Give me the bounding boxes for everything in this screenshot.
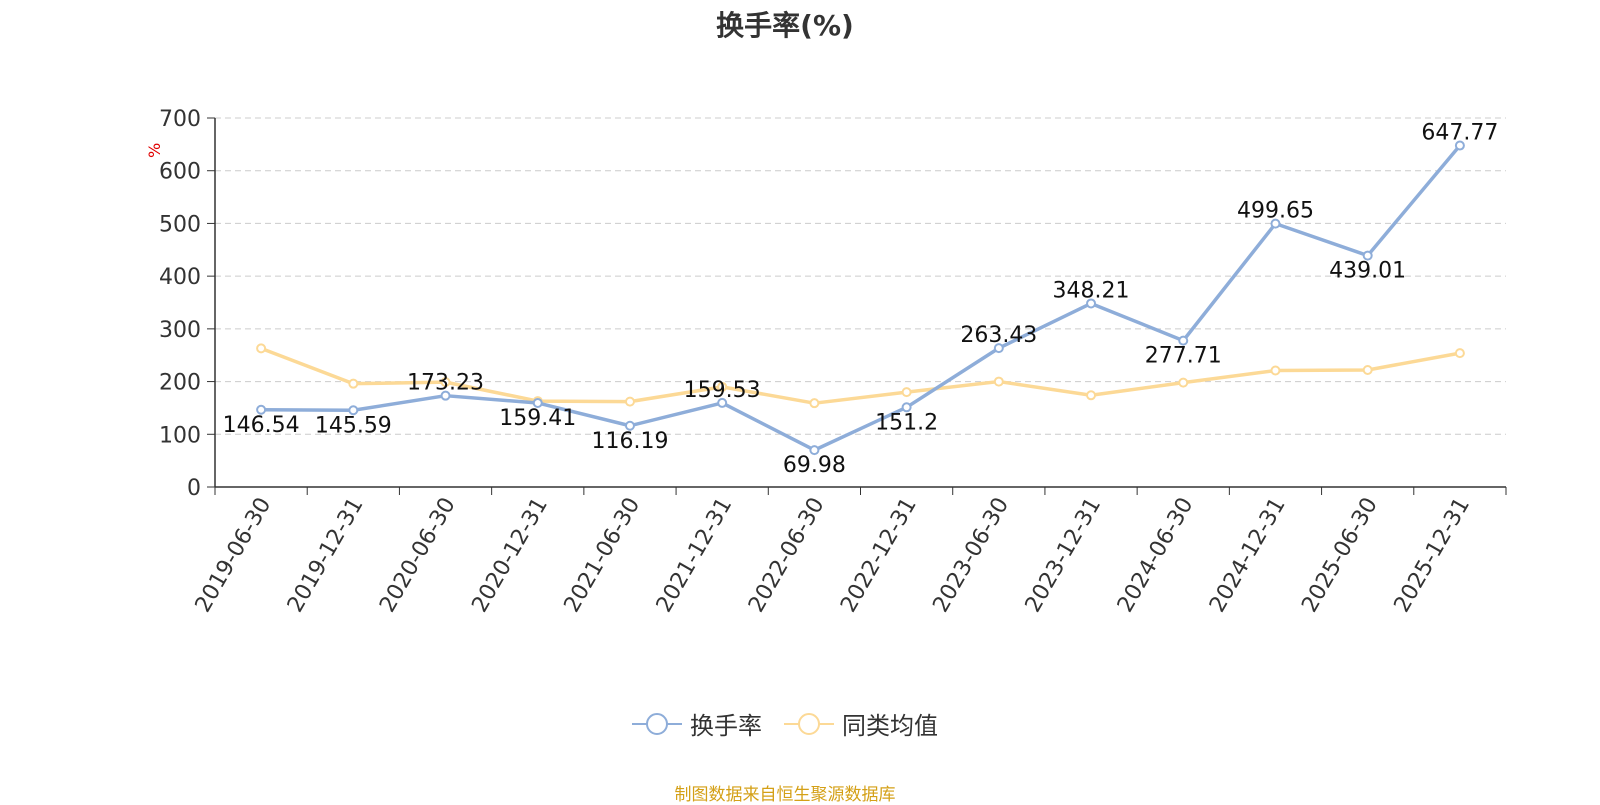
data-point <box>256 404 267 415</box>
series-line-1 <box>260 346 1461 405</box>
y-tick-label: 200 <box>159 371 201 396</box>
data-point <box>1454 140 1465 151</box>
x-tick-label: 2024-06-30 <box>1113 494 1199 617</box>
y-tick-label: 300 <box>159 318 201 343</box>
legend-label: 同类均值 <box>842 712 938 740</box>
x-tick-label: 2019-06-30 <box>191 494 277 617</box>
data-label: 146.54 <box>223 413 300 438</box>
data-label: 159.53 <box>684 378 761 403</box>
data-point <box>348 405 359 416</box>
data-label: 348.21 <box>1053 278 1130 303</box>
data-point <box>1178 335 1189 346</box>
data-label: 151.2 <box>875 410 938 435</box>
data-point <box>717 397 728 408</box>
data-point <box>901 387 912 398</box>
data-label: 647.77 <box>1421 121 1498 146</box>
data-point <box>809 398 820 409</box>
legend-swatch-icon <box>784 712 834 735</box>
source-note: 制图数据来自恒生聚源数据库 <box>674 785 896 805</box>
data-label: 69.98 <box>783 453 846 478</box>
data-point <box>624 396 635 407</box>
x-tick-label: 2021-06-30 <box>560 494 646 617</box>
data-point <box>901 402 912 413</box>
x-tick-label: 2025-12-31 <box>1390 494 1476 617</box>
x-tick-label: 2025-06-30 <box>1297 494 1383 617</box>
x-tick-label: 2022-12-31 <box>836 494 922 617</box>
data-point <box>993 376 1004 387</box>
x-tick-label: 2024-12-31 <box>1205 494 1291 617</box>
series-line-0 <box>261 144 1462 452</box>
x-tick-label: 2023-06-30 <box>928 494 1014 617</box>
data-point <box>1270 365 1281 376</box>
x-tick-label: 2019-12-31 <box>283 494 369 617</box>
y-tick-label: 100 <box>159 423 201 448</box>
data-label: 277.71 <box>1145 344 1222 369</box>
data-point <box>532 397 543 408</box>
data-point <box>1178 377 1189 388</box>
data-point <box>993 343 1004 354</box>
data-point <box>1086 390 1097 401</box>
data-point <box>256 343 267 354</box>
data-label: 499.65 <box>1237 199 1314 224</box>
data-point <box>717 381 728 392</box>
x-tick-label: 2021-12-31 <box>652 494 738 617</box>
data-label: 263.43 <box>960 323 1037 348</box>
x-tick-label: 2020-06-30 <box>375 494 461 617</box>
data-label: 145.59 <box>315 413 392 438</box>
x-tick-label: 2020-12-31 <box>467 494 553 617</box>
data-point <box>1086 298 1097 309</box>
data-point <box>348 378 359 389</box>
x-tick-label: 2022-06-30 <box>744 494 830 617</box>
data-label: 173.23 <box>407 371 484 396</box>
data-point <box>1270 218 1281 229</box>
data-point <box>1362 250 1373 261</box>
legend-item[interactable]: 同类均值 <box>784 706 938 741</box>
data-label: 116.19 <box>591 429 668 454</box>
legend-label: 换手率 <box>690 712 762 740</box>
series-lines <box>256 140 1465 456</box>
data-point <box>440 377 451 388</box>
y-axis-label: % <box>145 143 164 158</box>
y-tick-label: 400 <box>159 265 201 290</box>
data-point <box>809 445 820 456</box>
data-point <box>1454 348 1465 359</box>
data-label: 159.41 <box>499 406 576 431</box>
data-point <box>440 390 451 401</box>
axes: 0 100 200 300 400 500 600 700% 2019-06-30 2019-12… <box>145 107 1507 617</box>
legend: 换手率 同类均值 <box>0 706 1570 741</box>
legend-item[interactable]: 换手率 <box>632 706 762 741</box>
y-tick-label: 600 <box>159 160 201 185</box>
data-point <box>1362 364 1373 375</box>
y-tick-label: 500 <box>159 212 201 237</box>
y-tick-label: 0 <box>187 476 201 501</box>
data-point <box>624 420 635 431</box>
legend-swatch-icon <box>632 712 682 735</box>
y-tick-label: 700 <box>159 107 201 132</box>
x-tick-label: 2023-12-31 <box>1021 494 1107 617</box>
data-labels: 146.54 145.59 173.23 159.41 116.19 159.53 69.9… <box>223 121 1499 479</box>
data-label: 439.01 <box>1329 259 1406 284</box>
chart-title: 换手率(%) <box>716 9 854 42</box>
